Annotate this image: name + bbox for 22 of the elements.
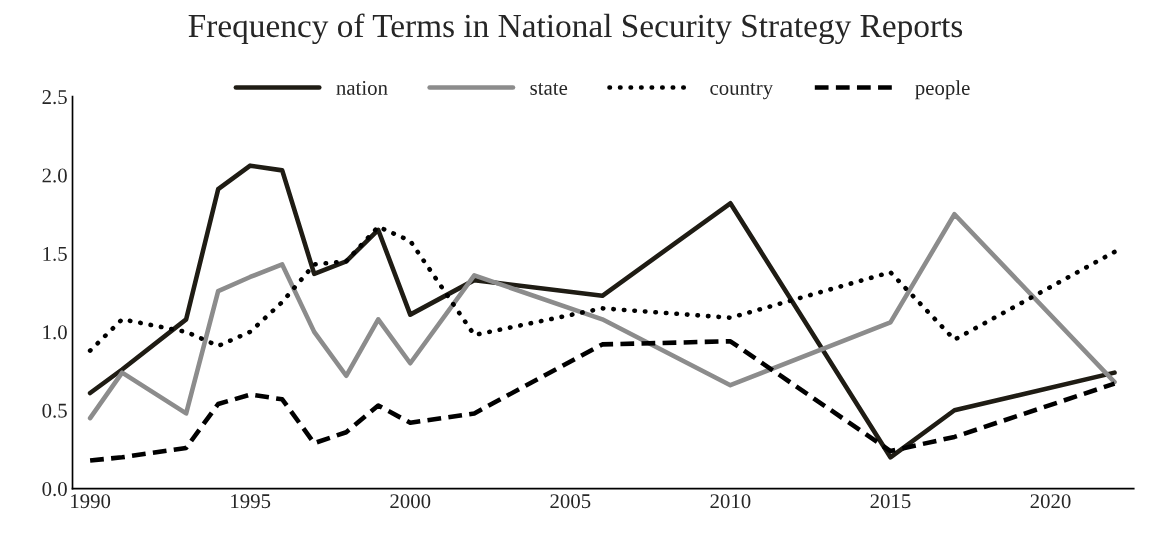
y-tick-label: 1.0: [43, 325, 67, 340]
y-tick-label: 1.5: [43, 246, 67, 261]
chart-title: Frequency of Terms in National Security Strategy Reports: [188, 13, 963, 45]
x-tick-label: 2005: [550, 494, 591, 509]
line-series: [87, 211, 1117, 421]
x-tick-label: 1990: [71, 494, 111, 509]
x-tick-label: 2000: [390, 494, 431, 509]
line-series: [87, 224, 1117, 353]
x-tick-label: 2010: [710, 494, 751, 509]
y-tick-label: 0.5: [42, 403, 67, 418]
line-series: [87, 338, 1117, 463]
x-tick-label: 2020: [1030, 494, 1071, 509]
legend-label: state: [530, 82, 568, 95]
legend-label: country: [710, 82, 774, 100]
x-tick-label: 1995: [231, 494, 271, 509]
y-tick-label: 0.0: [42, 482, 67, 497]
legend-label: people: [915, 80, 970, 100]
y-tick-label: 2.5: [42, 90, 67, 105]
y-tick-label: 2.0: [42, 168, 67, 183]
line-series: [87, 163, 1117, 460]
x-tick-label: 2015: [870, 494, 911, 509]
legend-label: nation: [336, 80, 388, 95]
